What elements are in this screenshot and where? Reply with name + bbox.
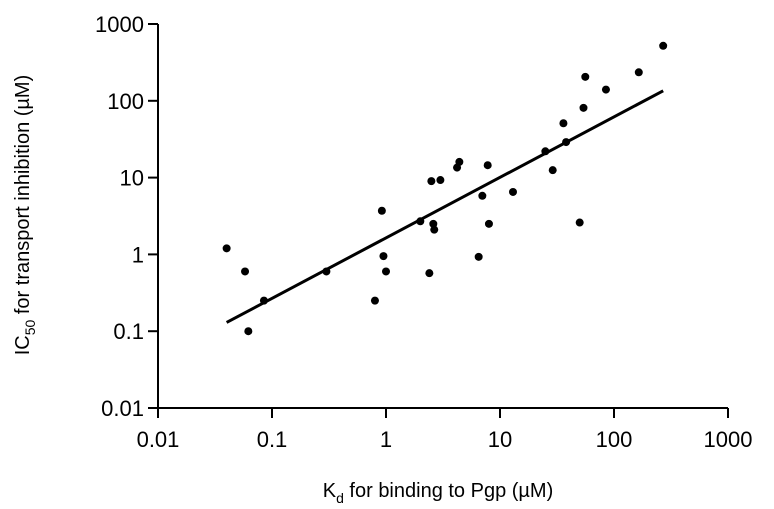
data-point — [483, 161, 492, 170]
data-point — [478, 191, 487, 200]
y-axis-label: IC50 for transport inhibition (µM) — [12, 75, 38, 356]
data-point — [484, 219, 493, 228]
y-axis-label-subscript: 50 — [22, 319, 38, 335]
data-point — [370, 296, 379, 305]
data-point — [377, 206, 386, 215]
x-tick-label: 100 — [596, 427, 633, 452]
x-axis-label-main: K — [323, 480, 337, 502]
x-tick-label: 1000 — [704, 427, 753, 452]
data-point — [455, 157, 464, 166]
data-point — [222, 244, 231, 253]
regression-line — [225, 89, 664, 324]
x-axis-label-subscript: d — [336, 490, 344, 504]
data-point — [244, 327, 253, 336]
y-tick-label: 1 — [132, 242, 144, 267]
y-tick-label: 0.01 — [101, 396, 144, 421]
y-axis-label-main: IC — [12, 335, 34, 355]
data-point — [659, 41, 668, 50]
data-point — [601, 85, 610, 94]
data-point — [241, 267, 250, 276]
data-point — [548, 166, 557, 175]
data-point — [379, 252, 388, 261]
axes: 0.01 0.1 1 10 100 1000 0.01 0.1 1 10 100 1000 — [95, 12, 752, 452]
trend-line — [225, 89, 664, 324]
y-tick-label: 0.1 — [113, 319, 144, 344]
data-point — [474, 252, 483, 261]
data-point — [382, 267, 390, 276]
data-point — [579, 103, 588, 112]
data-points — [222, 41, 668, 336]
y-axis-label-rest: for transport inhibition (µM) — [12, 75, 34, 320]
data-point — [559, 119, 568, 128]
x-tick-label: 0.01 — [137, 427, 180, 452]
y-tick-label: 10 — [120, 166, 144, 191]
data-point — [581, 72, 590, 81]
y-tick-label: 1000 — [95, 12, 144, 37]
data-point — [436, 176, 445, 185]
data-point — [508, 187, 517, 196]
x-axis-label: Kd for binding to Pgp (µM) — [323, 480, 554, 504]
y-tick-label: 100 — [107, 89, 144, 114]
data-point — [425, 269, 434, 278]
data-point — [575, 218, 584, 227]
data-point — [427, 177, 436, 186]
data-point — [634, 68, 643, 77]
x-tick-label: 0.1 — [257, 427, 288, 452]
x-tick-label: 10 — [488, 427, 512, 452]
data-point — [430, 225, 439, 234]
x-tick-label: 1 — [380, 427, 392, 452]
x-axis-label-rest: for binding to Pgp (µM) — [344, 480, 553, 502]
